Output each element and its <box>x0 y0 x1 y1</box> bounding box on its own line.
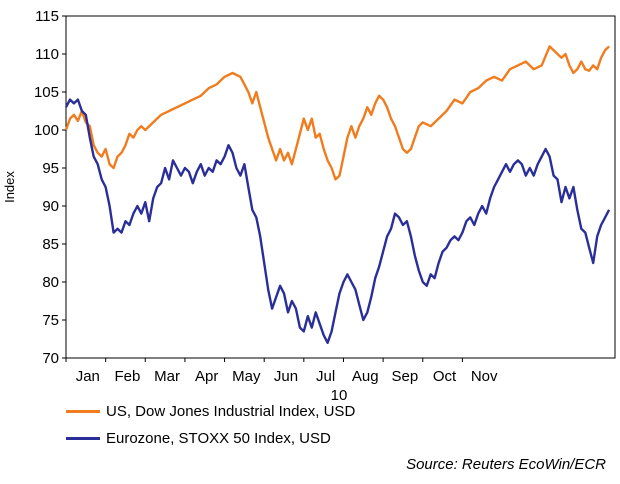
x-tick-label-jun: Jun <box>274 368 298 385</box>
y-tick-label: 90 <box>42 198 59 215</box>
series-line-eu <box>64 98 611 344</box>
legend-label-eu: Eurozone, STOXX 50 Index, USD <box>106 430 331 447</box>
line-chart: 70 75 80 85 90 95 100 105 110 115 Jan Feb Mar Apr May… <box>2 8 616 400</box>
series-line-us <box>64 45 610 181</box>
y-tick-label: 110 <box>35 46 59 63</box>
legend-item-eu: Eurozone, STOXX 50 Index, USD <box>66 430 331 447</box>
y-tick-label: 100 <box>34 122 59 139</box>
y-tick-label: 95 <box>42 160 59 177</box>
x-tick-label-jan: Jan <box>76 368 100 385</box>
y-axis-title: Index <box>2 171 17 203</box>
x-tick-label-jul: Jul <box>316 368 335 385</box>
x-axis-ticks: Jan Feb Mar Apr May Jun Jul Aug Sep Oct Nov <box>65 358 498 385</box>
x-tick-label-oct: Oct <box>433 368 457 385</box>
x-axis-title: 10 <box>331 387 348 400</box>
x-tick-label-nov: Nov <box>471 368 498 385</box>
y-axis-ticks: 70 75 80 85 90 95 100 105 110 115 <box>34 8 66 367</box>
us-series-swatch <box>66 410 100 413</box>
y-tick-label: 80 <box>42 274 59 291</box>
y-tick-label: 105 <box>34 84 59 101</box>
x-tick-label-aug: Aug <box>352 368 379 385</box>
y-tick-label: 85 <box>42 236 59 253</box>
x-tick-label-feb: Feb <box>115 368 141 385</box>
legend-label-us: US, Dow Jones Industrial Index, USD <box>106 403 356 420</box>
y-tick-label: 70 <box>42 350 59 367</box>
y-tick-label: 75 <box>42 312 59 329</box>
series-lines <box>64 45 611 344</box>
x-tick-label-sep: Sep <box>392 368 419 385</box>
eu-series-swatch <box>66 437 100 440</box>
x-tick-label-apr: Apr <box>195 368 218 385</box>
source-note: Source: Reuters EcoWin/ECR <box>406 456 606 473</box>
y-tick-label: 115 <box>35 8 59 25</box>
x-tick-label-mar: Mar <box>154 368 180 385</box>
x-tick-label-may: May <box>232 368 261 385</box>
legend-item-us: US, Dow Jones Industrial Index, USD <box>66 403 355 420</box>
